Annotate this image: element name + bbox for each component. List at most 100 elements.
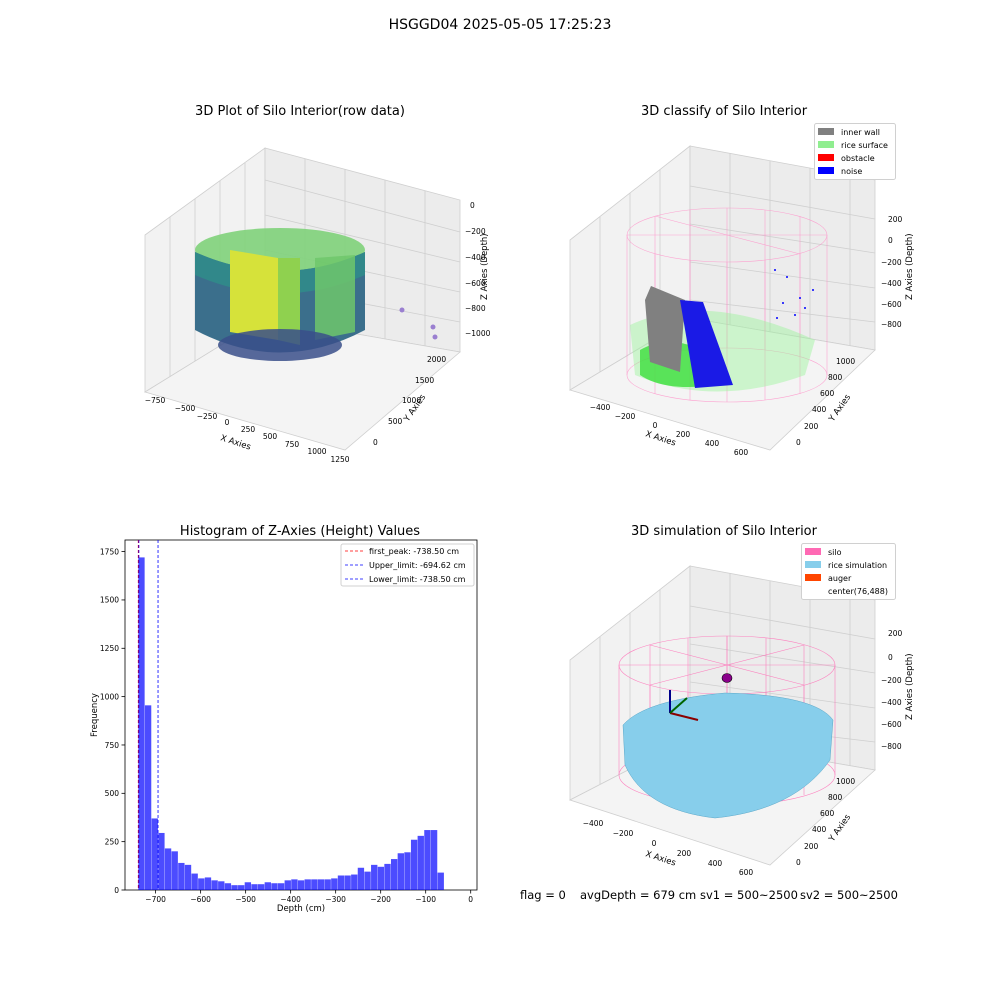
histogram-ylabel: Frequency bbox=[90, 693, 100, 737]
panel4-ztick: 200 bbox=[888, 629, 903, 638]
histogram-ytick-label: 500 bbox=[105, 789, 120, 798]
panel1-ytick: 500 bbox=[388, 417, 403, 426]
histogram-bar bbox=[271, 883, 278, 890]
histogram-bar bbox=[317, 879, 325, 890]
histogram-bar bbox=[371, 864, 378, 890]
histogram-xtick-label: −400 bbox=[280, 895, 301, 904]
panel2-ztick: 200 bbox=[888, 215, 903, 224]
histogram-bar bbox=[291, 879, 298, 890]
panel4-xtick: 0 bbox=[652, 839, 657, 848]
figure-suptitle: HSGGD04 2025-05-05 17:25:23 bbox=[388, 17, 612, 33]
panel4-ytick: 200 bbox=[804, 842, 819, 851]
histogram-bar bbox=[178, 862, 185, 890]
histogram-xtick-label: −600 bbox=[190, 895, 211, 904]
histogram-bar bbox=[384, 863, 391, 890]
histogram-bar bbox=[424, 830, 431, 890]
panel2-legend: inner wall rice surface obstacle noise bbox=[814, 123, 896, 180]
panel4-xlabel: X Axies bbox=[644, 849, 677, 868]
histogram-bar bbox=[284, 880, 291, 890]
legend-label-noise: noise bbox=[841, 167, 862, 176]
panel1-ztick: −600 bbox=[465, 279, 486, 288]
panel1-xtick: 250 bbox=[241, 425, 256, 434]
legend-label-upper-limit: Upper_limit: -694.62 cm bbox=[369, 561, 466, 570]
histogram-ytick-label: 1250 bbox=[100, 644, 119, 653]
panel4-xtick: 600 bbox=[739, 868, 754, 877]
panel1-xtick: 500 bbox=[263, 432, 278, 441]
histogram-xtick-label: −200 bbox=[370, 895, 391, 904]
panel4-ztick: 0 bbox=[888, 653, 893, 662]
panel1-xtick: −750 bbox=[145, 396, 166, 405]
histogram-xlabel: Depth (cm) bbox=[277, 904, 325, 914]
legend-swatch-rice-simulation bbox=[805, 561, 821, 568]
histogram-xtick-label: −500 bbox=[235, 895, 256, 904]
panel2-ztick: −600 bbox=[881, 300, 902, 309]
histogram-bar bbox=[171, 851, 178, 890]
footer-sv2: sv2 = 500~2500 bbox=[800, 888, 898, 902]
legend-label-first-peak: first_peak: -738.50 cm bbox=[369, 547, 459, 556]
panel2-xtick: 600 bbox=[734, 448, 749, 457]
legend-swatch-obstacle bbox=[818, 154, 834, 161]
panel4-xtick: −200 bbox=[613, 829, 634, 838]
panel1-ytick: 1000 bbox=[402, 396, 421, 405]
panel2-xtick: −400 bbox=[590, 403, 611, 412]
histogram-xtick-label: −300 bbox=[325, 895, 346, 904]
panel1-ztick: −400 bbox=[465, 253, 486, 262]
panel4-title: 3D simulation of Silo Interior bbox=[631, 524, 817, 539]
panel4-xtick: −400 bbox=[583, 819, 604, 828]
histogram-bar bbox=[138, 557, 145, 890]
histogram-bar bbox=[297, 880, 305, 890]
legend-label-lower-limit: Lower_limit: -738.50 cm bbox=[369, 575, 466, 584]
histogram-ytick-label: 750 bbox=[105, 741, 120, 750]
panel2-xtick: 0 bbox=[653, 421, 658, 430]
panel4-xtick: 400 bbox=[708, 859, 723, 868]
panel4-silo-simulation bbox=[618, 635, 836, 819]
histogram-bar bbox=[304, 879, 311, 890]
footer-flag: flag = 0 bbox=[520, 888, 566, 902]
panel2-xtick: 400 bbox=[705, 439, 720, 448]
panel2-ytick: 200 bbox=[804, 422, 819, 431]
legend-swatch-rice-surface bbox=[818, 141, 834, 148]
histogram-bar bbox=[257, 884, 265, 890]
legend-swatch-auger bbox=[805, 574, 821, 581]
panel2-title: 3D classify of Silo Interior bbox=[640, 104, 808, 119]
panel1-xtick: 0 bbox=[225, 418, 230, 427]
panel2-3d-plot: −400 −200 0 200 400 600 0 200 400 600 80… bbox=[569, 145, 915, 457]
panel1-ytick: 1500 bbox=[415, 376, 434, 385]
panel3-title: Histogram of Z-Axies (Height) Values bbox=[179, 524, 421, 539]
panel2-ytick: 800 bbox=[828, 373, 843, 382]
panel2-ytick: 0 bbox=[796, 438, 801, 447]
panel2-xlabel: X Axies bbox=[644, 429, 677, 448]
histogram-ytick-label: 1000 bbox=[100, 692, 119, 701]
panel1-ytick: 2000 bbox=[427, 355, 446, 364]
panel4-ytick: 400 bbox=[812, 825, 827, 834]
histogram-bar bbox=[324, 879, 331, 890]
panel4-ytick: 800 bbox=[828, 793, 843, 802]
panel1-ztick: 0 bbox=[470, 201, 475, 210]
histogram-bar bbox=[231, 885, 238, 890]
panel1-zlabel: Z Axies (Depth) bbox=[480, 233, 490, 300]
legend-swatch-silo bbox=[805, 548, 821, 555]
histogram-legend: first_peak: -738.50 cm Upper_limit: -694… bbox=[340, 543, 475, 587]
histogram-bar bbox=[264, 882, 271, 890]
panel1-xtick: 1000 bbox=[307, 447, 326, 456]
histogram-bar bbox=[218, 881, 225, 890]
panel4-ztick: −600 bbox=[881, 720, 902, 729]
histogram-bar bbox=[224, 883, 232, 890]
footer-avg-depth: avgDepth = 679 cm bbox=[580, 888, 697, 902]
panel2-xtick: 200 bbox=[676, 430, 691, 439]
histogram-bar bbox=[191, 873, 198, 890]
panel2-ztick: −400 bbox=[881, 279, 902, 288]
histogram-bar bbox=[184, 864, 192, 890]
histogram-bar bbox=[277, 883, 285, 890]
histogram-vlines bbox=[137, 540, 159, 890]
histogram-ytick-label: 0 bbox=[114, 886, 119, 895]
legend-swatch-noise bbox=[818, 167, 834, 174]
footer-sv1: sv1 = 500~2500 bbox=[700, 888, 798, 902]
panel2-xtick: −200 bbox=[615, 412, 636, 421]
panel1-ztick: −200 bbox=[465, 227, 486, 236]
panel4-3d-plot: −400 −200 0 200 400 600 0 200 400 600 80… bbox=[568, 565, 915, 877]
histogram-bar bbox=[417, 835, 424, 890]
histogram-bar bbox=[357, 867, 365, 890]
histogram-bar bbox=[364, 871, 371, 890]
histogram-bar bbox=[251, 884, 258, 890]
